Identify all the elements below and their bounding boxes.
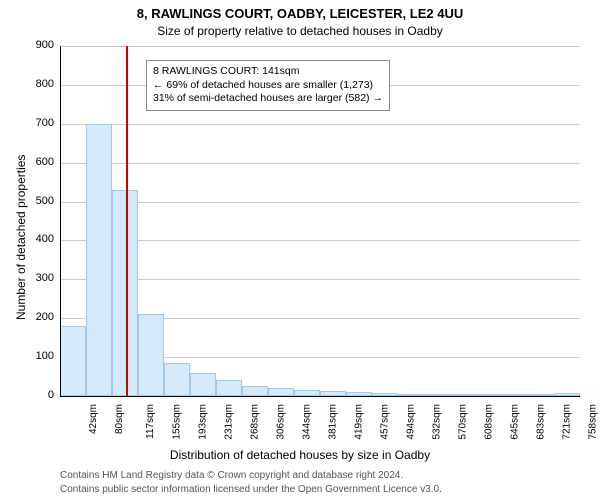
- gridline: [60, 279, 580, 280]
- histogram-bar: [60, 326, 86, 396]
- x-tick-label: 268sqm: [250, 404, 261, 440]
- histogram-bar: [164, 363, 190, 396]
- attribution-line-2: Contains public sector information licen…: [60, 484, 442, 495]
- gridline: [60, 163, 580, 164]
- y-axis-line: [60, 46, 61, 396]
- gridline: [60, 124, 580, 125]
- title-sub: Size of property relative to detached ho…: [0, 24, 600, 38]
- x-tick-label: 608sqm: [484, 404, 495, 440]
- x-axis-line: [60, 396, 580, 397]
- gridline: [60, 46, 580, 47]
- title-main: 8, RAWLINGS COURT, OADBY, LEICESTER, LE2…: [0, 6, 600, 21]
- y-tick-label: 500: [24, 195, 54, 207]
- annotation-line: ← 69% of detached houses are smaller (1,…: [153, 79, 383, 93]
- x-tick-label: 306sqm: [276, 404, 287, 440]
- y-tick-label: 700: [24, 117, 54, 129]
- x-tick-label: 155sqm: [172, 404, 183, 440]
- chart-area: 010020030040050060070080090042sqm80sqm11…: [60, 46, 580, 396]
- x-tick-label: 42sqm: [88, 404, 99, 434]
- x-tick-label: 532sqm: [432, 404, 443, 440]
- x-axis-label: Distribution of detached houses by size …: [0, 448, 600, 462]
- x-tick-label: 683sqm: [536, 404, 547, 440]
- x-tick-label: 117sqm: [145, 404, 156, 439]
- x-tick-label: 231sqm: [224, 404, 235, 440]
- x-tick-label: 494sqm: [406, 404, 417, 440]
- x-tick-label: 344sqm: [302, 404, 313, 440]
- attribution-line-1: Contains HM Land Registry data © Crown c…: [60, 470, 403, 481]
- x-tick-label: 457sqm: [380, 404, 391, 440]
- histogram-bar: [112, 190, 138, 396]
- annotation-line: 31% of semi-detached houses are larger (…: [153, 92, 383, 106]
- annotation-line: 8 RAWLINGS COURT: 141sqm: [153, 65, 383, 79]
- histogram-bar: [190, 373, 216, 396]
- x-tick-label: 758sqm: [588, 404, 599, 440]
- y-tick-label: 600: [24, 156, 54, 168]
- histogram-bar: [86, 124, 112, 396]
- histogram-bar: [268, 388, 294, 396]
- chart-container: 8, RAWLINGS COURT, OADBY, LEICESTER, LE2…: [0, 0, 600, 500]
- y-tick-label: 900: [24, 39, 54, 51]
- y-tick-label: 0: [24, 389, 54, 401]
- x-tick-label: 570sqm: [458, 404, 469, 440]
- y-tick-label: 100: [24, 350, 54, 362]
- histogram-bar: [216, 380, 242, 396]
- y-tick-label: 200: [24, 311, 54, 323]
- x-tick-label: 193sqm: [198, 404, 209, 440]
- x-tick-label: 419sqm: [354, 404, 365, 440]
- histogram-bar: [242, 386, 268, 396]
- gridline: [60, 240, 580, 241]
- plot-region: 010020030040050060070080090042sqm80sqm11…: [60, 46, 580, 396]
- y-tick-label: 400: [24, 233, 54, 245]
- histogram-bar: [138, 314, 164, 396]
- subject-marker-line: [126, 46, 128, 396]
- y-tick-label: 800: [24, 78, 54, 90]
- y-axis-label: Number of detached properties: [14, 155, 28, 320]
- x-tick-label: 721sqm: [562, 404, 573, 440]
- annotation-box: 8 RAWLINGS COURT: 141sqm← 69% of detache…: [146, 60, 390, 111]
- gridline: [60, 202, 580, 203]
- x-tick-label: 80sqm: [114, 404, 125, 434]
- y-tick-label: 300: [24, 272, 54, 284]
- x-tick-label: 645sqm: [510, 404, 521, 440]
- x-tick-label: 381sqm: [328, 404, 339, 440]
